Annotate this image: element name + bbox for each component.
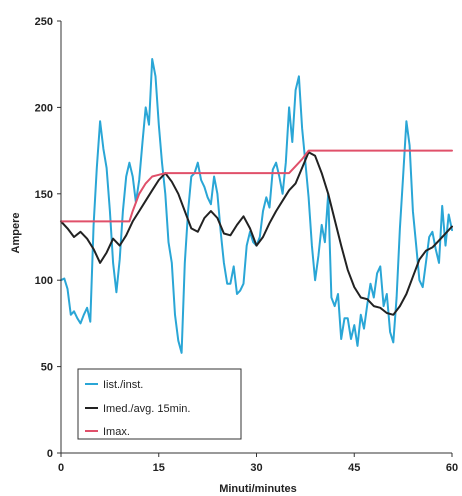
legend-box xyxy=(77,368,242,440)
x-axis-title: Minuti/minutes xyxy=(219,483,297,495)
legend-label-max: Imax. xyxy=(103,426,130,438)
series-line-avg xyxy=(60,151,453,316)
legend-label-avg: Imed./avg. 15min. xyxy=(103,403,190,415)
legend: Iist./inst. Imed./avg. 15min. Imax. xyxy=(77,368,242,440)
axes: 0 50 100 150 200 250 0 15 30 45 60 xyxy=(35,16,458,474)
x-tick-label: 45 xyxy=(348,462,360,474)
y-tick-label: 250 xyxy=(35,16,53,28)
x-tick-label: 0 xyxy=(58,462,64,474)
y-axis-title: Ampere xyxy=(10,213,22,254)
x-tick-label: 15 xyxy=(153,462,165,474)
x-tick-label: 60 xyxy=(446,462,458,474)
legend-label-inst: Iist./inst. xyxy=(103,379,143,391)
y-tick-label: 50 xyxy=(41,362,53,374)
y-tick-label: 0 xyxy=(47,448,53,460)
y-tick-label: 100 xyxy=(35,275,53,287)
plot-area xyxy=(60,58,453,354)
y-tick-label: 200 xyxy=(35,102,53,114)
series-line-inst xyxy=(60,58,453,354)
y-tick-label: 150 xyxy=(35,189,53,201)
x-tick-label: 30 xyxy=(250,462,262,474)
series-line-max xyxy=(60,149,453,223)
